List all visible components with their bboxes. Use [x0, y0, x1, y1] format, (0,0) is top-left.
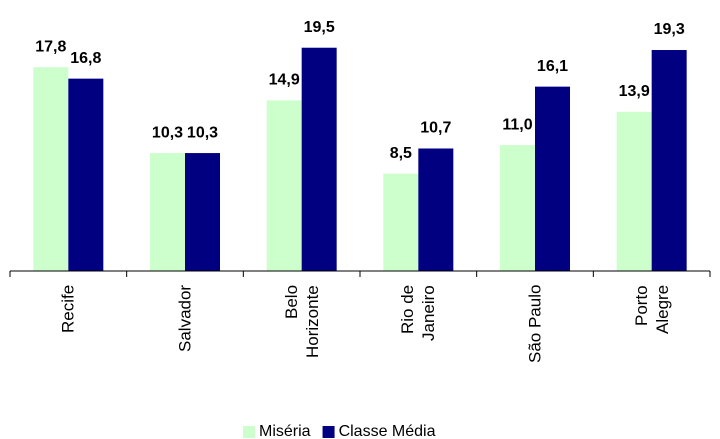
data-label: 19,5 [304, 19, 335, 36]
data-label: 14,9 [269, 72, 300, 89]
x-tick-label: Rio de Janeiro [398, 285, 439, 341]
bar [383, 173, 419, 271]
data-label: 10,3 [152, 124, 183, 141]
bar [301, 47, 337, 271]
data-label: 8,5 [390, 145, 412, 162]
data-label: 13,9 [619, 83, 650, 100]
x-tick-label: Porto Alegre [631, 285, 672, 335]
bar [33, 67, 69, 271]
bar [68, 78, 104, 271]
data-label: 16,8 [70, 50, 101, 67]
bar [418, 148, 454, 271]
data-label: 10,3 [187, 124, 218, 141]
x-tick-label: Recife [58, 285, 78, 334]
legend-swatch [322, 426, 335, 438]
bar [185, 153, 220, 271]
bar [651, 50, 687, 271]
data-label: 19,3 [654, 21, 685, 38]
x-tick-label: São Paulo [525, 285, 545, 364]
legend-label: Classe Média [339, 423, 436, 439]
x-tick-label: Belo Horizonte [281, 285, 322, 358]
data-label: 16,1 [537, 58, 568, 75]
bar [500, 145, 535, 271]
bar [266, 100, 302, 272]
bar [535, 86, 570, 271]
legend-label: Miséria [259, 423, 311, 439]
legend-swatch [243, 426, 255, 438]
x-tick-label: Salvador [175, 285, 195, 353]
data-label: 10,7 [420, 120, 451, 137]
data-label: 17,8 [35, 38, 66, 55]
bar [150, 153, 185, 271]
data-label: 11,0 [502, 116, 532, 133]
bar [616, 111, 652, 271]
